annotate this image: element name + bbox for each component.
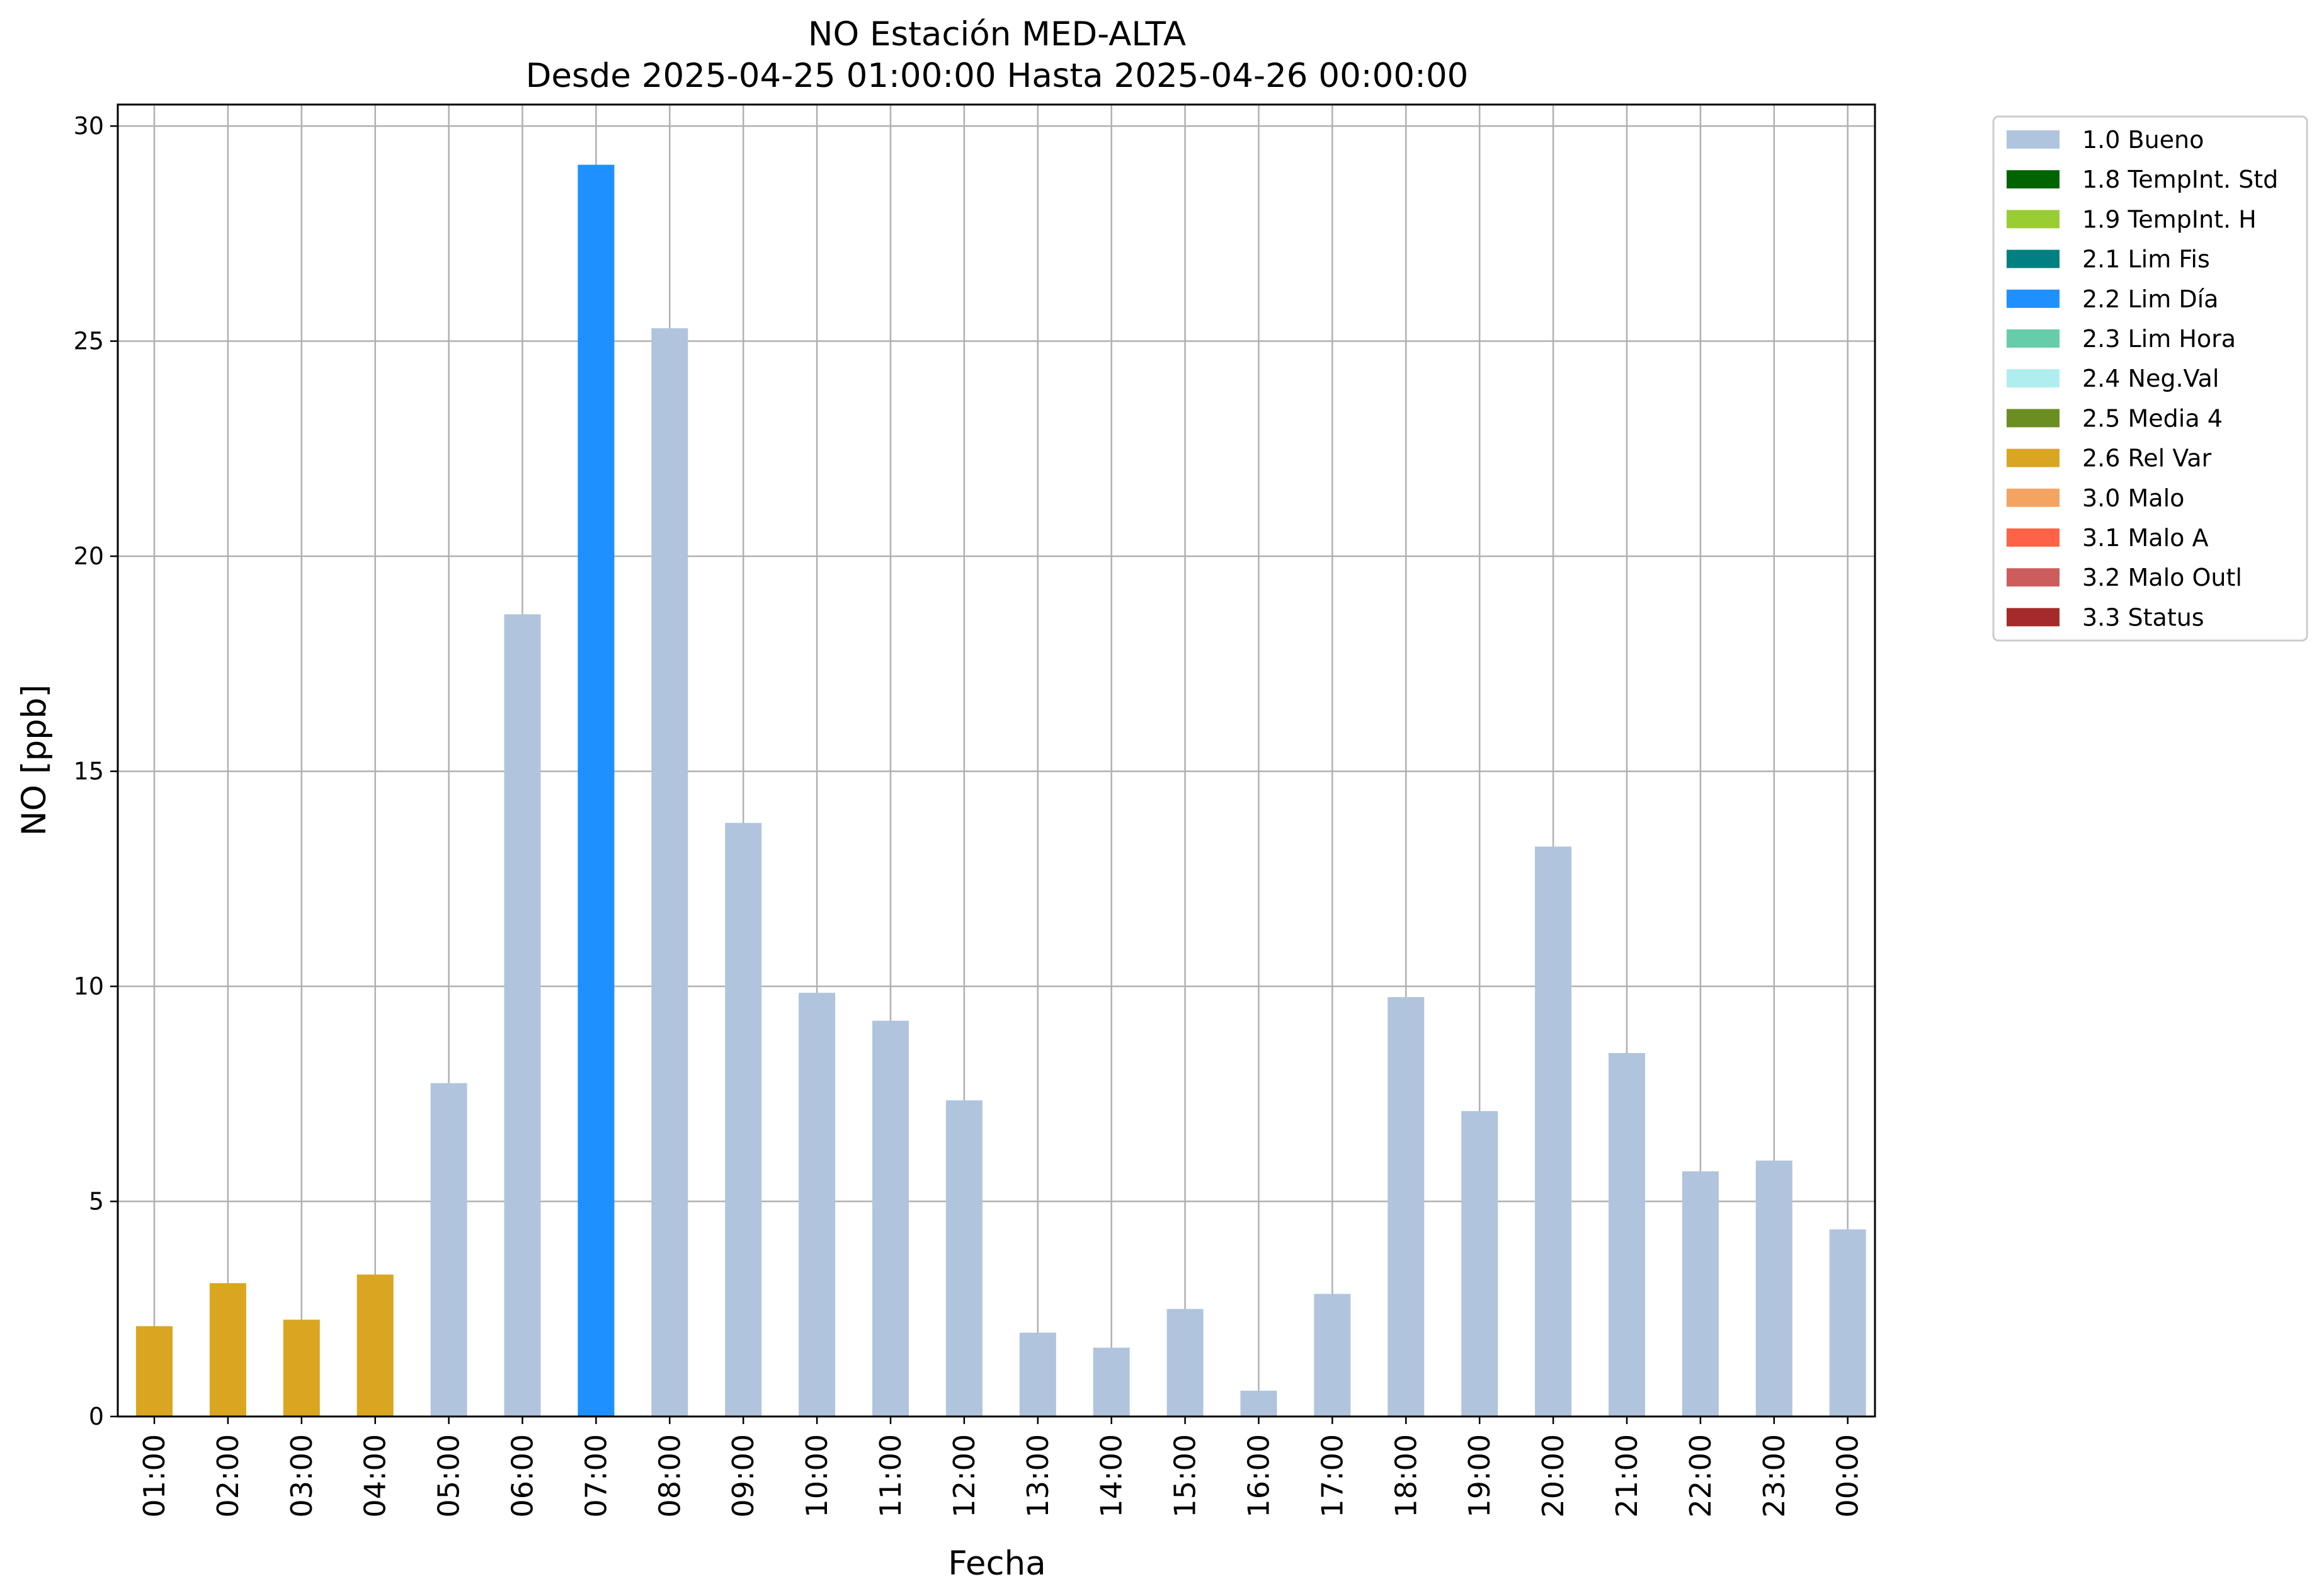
x-tick-label: 03:00 [285,1434,319,1518]
x-tick-label: 17:00 [1315,1434,1349,1518]
bar-1700 [1314,1294,1351,1416]
x-tick-label: 09:00 [726,1434,760,1518]
x-tick-label: 11:00 [874,1434,908,1518]
legend-swatch [2007,608,2060,627]
legend-label: 1.0 Bueno [2082,126,2204,154]
legend-label: 2.1 Lim Fis [2082,246,2210,273]
bar-1600 [1240,1391,1277,1416]
x-tick-label: 12:00 [947,1434,981,1518]
x-tick-label: 05:00 [432,1434,466,1518]
x-tick-label: 16:00 [1242,1434,1276,1518]
x-tick-label: 14:00 [1095,1434,1129,1518]
bar-1100 [872,1020,909,1416]
legend-swatch [2007,409,2060,428]
legend-swatch [2007,210,2060,229]
legend-swatch [2007,249,2060,268]
x-tick-label: 01:00 [137,1434,171,1518]
bar-0700 [578,164,615,1416]
bar-2300 [1755,1160,1792,1416]
bar-1000 [799,993,836,1416]
bar-2000 [1535,846,1572,1416]
bar-1300 [1019,1332,1056,1416]
bar-0300 [283,1320,320,1416]
bar-1800 [1387,997,1425,1416]
y-axis: 0 5 10 15 20 25 30 [74,112,118,1430]
legend-swatch [2007,329,2060,348]
legend-swatch [2007,528,2060,547]
y-tick-label: 10 [74,972,104,1000]
legend-label: 1.9 TempInt. H [2082,205,2257,233]
bar-1200 [945,1100,983,1416]
x-tick-label: 13:00 [1021,1434,1055,1518]
legend: 1.0 Bueno 1.8 TempInt. Std 1.9 TempInt. H 2… [1992,115,2308,642]
bar-0500 [430,1083,467,1416]
bar-1500 [1166,1309,1204,1416]
bar-1400 [1093,1347,1130,1416]
y-tick-label: 30 [74,112,104,140]
y-axis-label: NO [ppb] [15,685,54,836]
bar-0200 [209,1283,246,1416]
bars [136,164,1866,1417]
legend-label: 3.1 Malo A [2082,524,2208,552]
bar-1900 [1461,1111,1498,1416]
bar-0900 [725,823,762,1416]
bar-2100 [1609,1052,1645,1416]
x-tick-label: 07:00 [579,1434,613,1518]
x-tick-label: 22:00 [1684,1434,1718,1518]
x-tick-label: 08:00 [652,1434,687,1518]
legend-swatch [2007,369,2060,388]
x-axis-label: Fecha [948,1544,1046,1583]
legend-swatch [2007,130,2060,149]
bar-0000 [1829,1229,1866,1416]
legend-swatch [2007,170,2060,189]
legend-label: 2.6 Rel Var [2082,445,2212,472]
legend-label: 2.3 Lim Hora [2082,325,2236,353]
x-tick-label: 20:00 [1536,1434,1570,1518]
legend-swatch [2007,568,2060,587]
legend-swatch [2007,448,2060,467]
legend-label: 3.2 Malo Outl [2082,564,2242,591]
x-tick-label: 04:00 [358,1434,392,1518]
x-tick-label: 18:00 [1389,1434,1423,1518]
legend-swatch [2007,488,2060,507]
legend-label: 2.4 Neg.Val [2082,365,2219,392]
legend-items: 1.0 Bueno 1.8 TempInt. Std 1.9 TempInt. H 2… [2007,126,2278,631]
bar-2200 [1682,1171,1719,1416]
legend-label: 2.2 Lim Día [2082,285,2218,313]
legend-frame [1992,115,2308,642]
x-tick-label: 23:00 [1757,1434,1791,1518]
chart-title: NO Estación MED-ALTA [808,15,1186,54]
y-tick-label: 15 [74,758,104,785]
legend-label: 1.8 TempInt. Std [2082,166,2278,193]
plot-frame [117,103,1876,1418]
y-tick-label: 0 [89,1403,104,1430]
x-tick-label: 00:00 [1831,1434,1865,1518]
legend-label: 3.3 Status [2082,603,2204,631]
legend-label: 3.0 Malo [2082,484,2184,512]
legend-swatch [2007,289,2060,308]
x-tick-label: 19:00 [1462,1434,1496,1518]
chart-subtitle: Desde 2025-04-25 01:00:00 Hasta 2025-04-… [526,57,1469,95]
y-tick-label: 5 [89,1188,104,1216]
bar-0100 [136,1326,173,1416]
x-tick-label: 21:00 [1610,1434,1644,1518]
x-tick-label: 06:00 [506,1434,540,1518]
x-axis: 01:00 02:00 03:00 04:00 05:00 06:00 07:00 08:00… [137,1416,1865,1518]
bar-0800 [651,328,688,1416]
x-tick-label: 10:00 [800,1434,834,1518]
y-tick-label: 20 [74,542,104,570]
bar-0600 [504,614,541,1417]
bar-0400 [356,1274,394,1416]
x-tick-label: 02:00 [211,1434,245,1518]
y-tick-label: 25 [74,328,104,355]
legend-label: 2.5 Media 4 [2082,404,2223,432]
x-tick-label: 15:00 [1168,1434,1202,1518]
